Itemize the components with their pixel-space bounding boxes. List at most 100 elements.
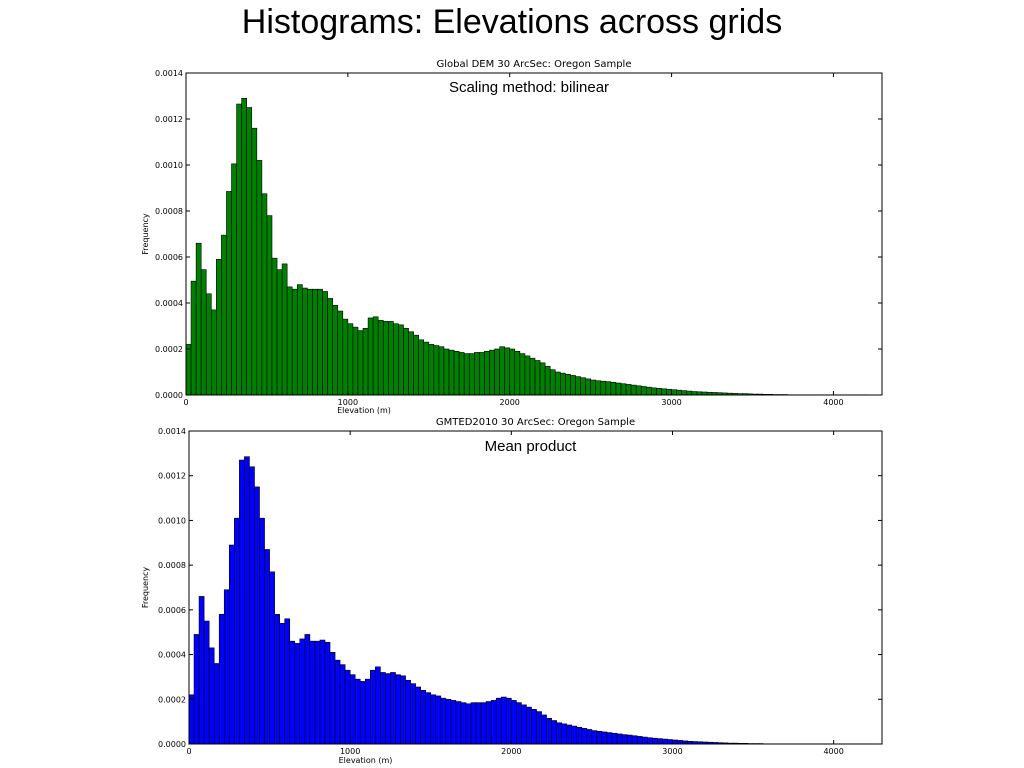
histogram-bar (359, 681, 366, 745)
histogram-bar (570, 375, 576, 396)
histogram-bar (524, 355, 531, 396)
histogram-bar (344, 669, 351, 745)
histogram-bar (228, 544, 235, 745)
histogram-bar (667, 739, 673, 745)
chart-annotation: Mean product (485, 438, 578, 455)
histogram-bar (188, 694, 195, 745)
histogram-bar (223, 589, 230, 745)
slide-title: Histograms: Elevations across grids (241, 3, 783, 41)
histogram-bar (266, 215, 273, 396)
histogram-bar (635, 385, 642, 396)
histogram-bar (317, 288, 323, 396)
histogram-bar (395, 674, 401, 745)
histogram-bar (591, 730, 598, 745)
histogram-bar (244, 456, 250, 745)
histogram-bar (549, 369, 556, 396)
histogram-bar (561, 723, 568, 745)
y-tick-label: 0.0002 (158, 695, 186, 704)
y-tick-label: 0.0006 (158, 606, 186, 615)
plot-frame (185, 72, 883, 396)
histogram-bar (271, 257, 278, 396)
histogram-bar (691, 391, 698, 396)
y-tick-label: 0.0008 (158, 561, 186, 570)
x-tick-label: 1000 (340, 747, 360, 756)
y-axis-label: Frequency (141, 213, 150, 255)
histogram-bar (299, 638, 306, 745)
histogram-bar (304, 634, 311, 745)
histogram-bar (576, 726, 583, 745)
histogram-bar (420, 690, 427, 745)
histogram-bar (347, 323, 354, 396)
histogram-bar (686, 390, 693, 396)
histogram-bar (319, 639, 326, 745)
y-tick-label: 0.0004 (158, 651, 186, 660)
histogram-bar (651, 387, 657, 396)
histogram-bar (284, 618, 291, 745)
histogram-bar (647, 737, 653, 745)
histogram-bar (239, 459, 245, 745)
x-tick-label: 4000 (823, 398, 843, 407)
y-tick-label: 0.0010 (155, 161, 183, 170)
histogram-bar (380, 672, 386, 745)
histogram-bar (490, 700, 497, 745)
histogram-bar (413, 334, 419, 396)
histogram-bar (415, 686, 421, 745)
histogram-bar (296, 284, 303, 396)
x-tick-label: 1000 (338, 398, 358, 407)
histogram-bar (274, 614, 280, 745)
histogram-bar (226, 191, 232, 396)
histogram-bar (433, 345, 440, 396)
histogram-bar (465, 703, 472, 745)
histogram-bar (334, 659, 341, 745)
x-tick-label: 3000 (662, 747, 682, 756)
histogram-bar (382, 321, 389, 396)
histogram-bar (495, 697, 502, 745)
histogram-bar (458, 352, 465, 396)
histogram-bar (195, 242, 202, 396)
histogram-bar (484, 350, 490, 396)
histogram-bar (551, 720, 557, 745)
x-axis-label: Elevation (m) (337, 406, 391, 415)
histogram-bar (385, 673, 391, 745)
histogram-bar (256, 160, 263, 396)
histogram-bar (324, 641, 331, 745)
y-tick-label: 0.0014 (155, 69, 183, 78)
y-tick-label: 0.0010 (158, 516, 186, 525)
histogram-bar (249, 466, 255, 745)
y-tick-label: 0.0014 (158, 427, 186, 436)
x-tick-label: 0 (186, 747, 191, 756)
histogram-bar (575, 376, 581, 396)
histogram-bar (605, 381, 612, 396)
histogram-bar (554, 371, 561, 396)
histogram-bar (509, 348, 516, 396)
histogram-bar (529, 357, 536, 396)
histogram-bar (662, 738, 668, 745)
histogram-bar (463, 353, 470, 396)
y-tick-label: 0.0000 (155, 391, 183, 400)
histogram-bar (595, 380, 602, 396)
histogram-bar (544, 365, 551, 396)
histogram-bar (289, 640, 296, 745)
histogram-bar (445, 698, 452, 745)
histogram-bar (455, 701, 462, 745)
histogram-bar (626, 734, 633, 745)
histogram-bar (636, 736, 643, 745)
histogram-bar (398, 324, 404, 396)
histogram-bar (580, 377, 586, 396)
histogram-bar (443, 348, 450, 396)
histogram-bar (645, 386, 652, 396)
histogram-bar (314, 640, 321, 745)
x-axis-label: Elevation (m) (339, 756, 393, 765)
histogram-bar (254, 486, 260, 745)
x-tick-label: 4000 (823, 747, 843, 756)
histogram-bar (309, 640, 316, 745)
histogram-bar (279, 622, 285, 745)
histogram-bar (377, 319, 384, 396)
histogram-bar (430, 694, 437, 745)
histogram-bar (625, 384, 632, 396)
histogram-bar (423, 341, 430, 396)
histogram-bar (203, 620, 210, 745)
histogram-bar (322, 291, 328, 396)
histogram-bar (539, 362, 546, 396)
histogram-bar (291, 288, 298, 396)
